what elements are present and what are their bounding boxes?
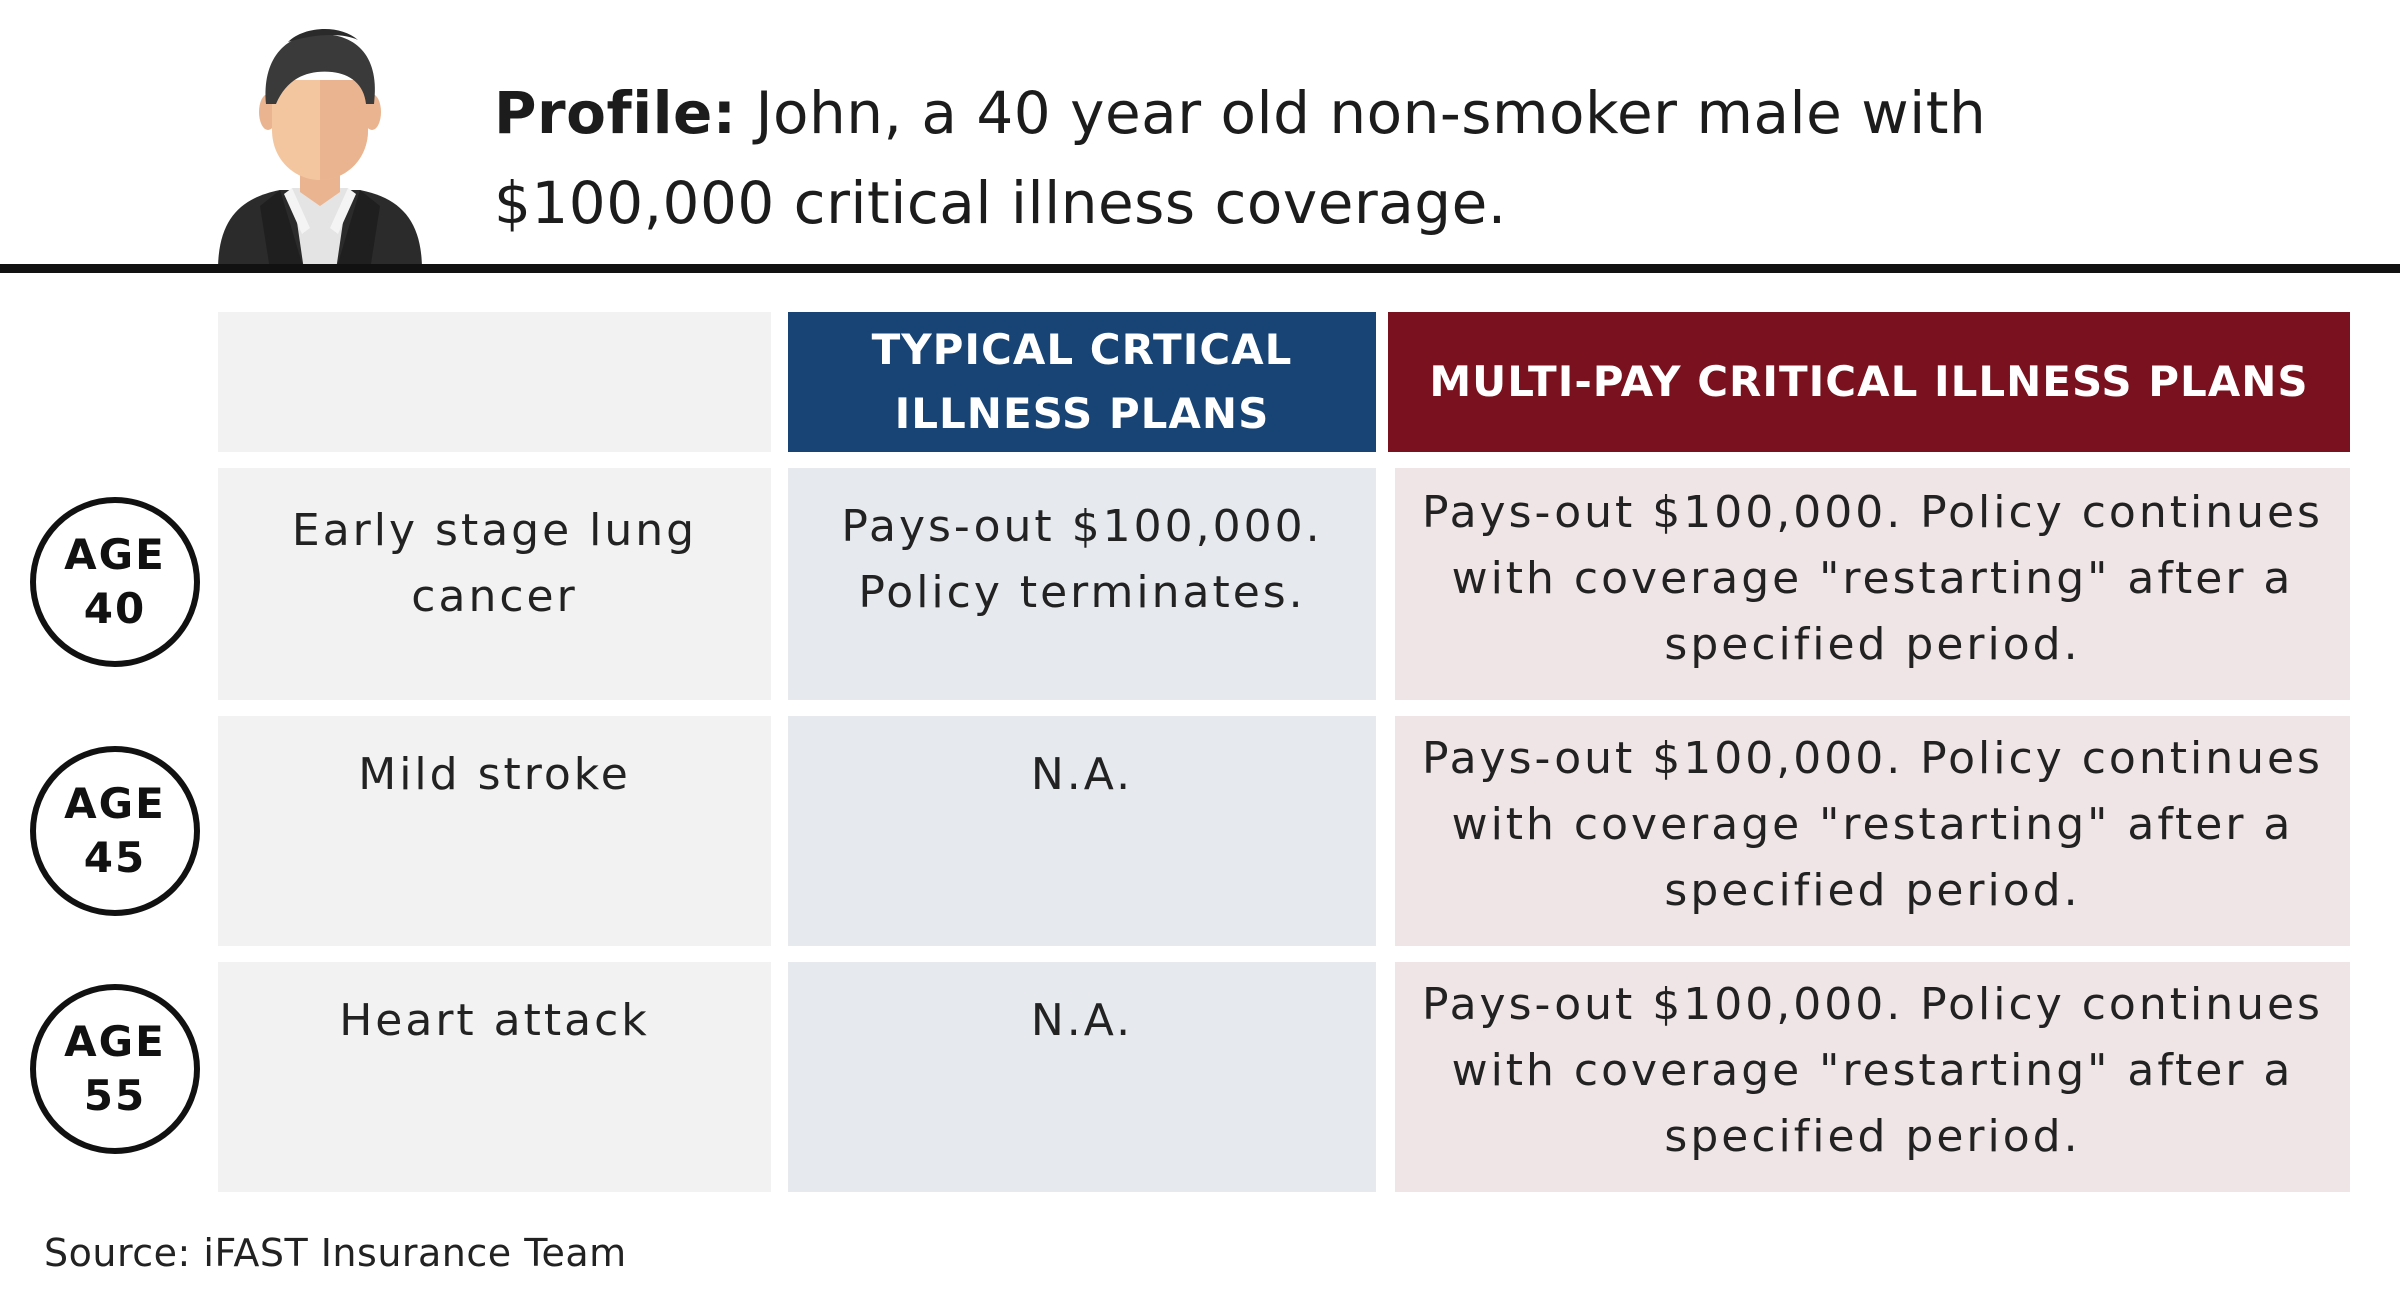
source-note: Source: iFAST Insurance Team	[44, 1231, 627, 1275]
condition-line: Mild stroke	[358, 749, 631, 800]
multi-line: Pays-out $100,000. Policy continues	[1422, 487, 2323, 538]
typical-line: Policy terminates.	[858, 567, 1306, 618]
condition-cell-row-1: Early stage lung cancer	[218, 468, 771, 700]
typical-line: N.A.	[1030, 995, 1134, 1046]
multi-line: with coverage "restarting" after a	[1451, 799, 2294, 850]
multi-cell-row-1: Pays-out $100,000. Policy continues with…	[1395, 468, 2350, 700]
profile-line-1-text: John, a 40 year old non-smoker male with	[755, 79, 1987, 147]
header-divider	[0, 264, 2400, 273]
multi-cell-row-2: Pays-out $100,000. Policy continues with…	[1395, 716, 2350, 946]
condition-cell-row-2: Mild stroke	[218, 716, 771, 946]
businessman-avatar-icon	[200, 20, 440, 270]
multi-line: specified period.	[1664, 1111, 2081, 1162]
typical-line: Pays-out $100,000.	[841, 501, 1323, 552]
age-badge-45: AGE 45	[30, 746, 200, 916]
age-badge-value: 55	[83, 1071, 147, 1120]
age-badge-40: AGE 40	[30, 497, 200, 667]
header-typical-line-2: ILLNESS PLANS	[894, 389, 1270, 438]
condition-line: cancer	[411, 571, 578, 622]
header-blank-cell	[218, 312, 771, 452]
header-multi-label: MULTI-PAY CRITICAL ILLNESS PLANS	[1429, 357, 2309, 406]
profile-description: Profile: John, a 40 year old non-smoker …	[494, 68, 2194, 248]
multi-line: Pays-out $100,000. Policy continues	[1422, 979, 2323, 1030]
age-badge-label: AGE	[64, 779, 166, 828]
typical-cell-row-2: N.A.	[788, 716, 1376, 946]
multi-line: specified period.	[1664, 619, 2081, 670]
condition-line: Early stage lung	[291, 505, 698, 556]
profile-label: Profile:	[494, 79, 737, 147]
age-badge-label: AGE	[64, 1017, 166, 1066]
profile-line-2: $100,000 critical illness coverage.	[494, 169, 1507, 237]
typical-cell-row-1: Pays-out $100,000. Policy terminates.	[788, 468, 1376, 700]
multi-line: with coverage "restarting" after a	[1451, 553, 2294, 604]
header-multi-pay-plans: MULTI-PAY CRITICAL ILLNESS PLANS	[1388, 312, 2350, 452]
profile-line-1: Profile: John, a 40 year old non-smoker …	[494, 68, 2194, 158]
condition-line: Heart attack	[339, 995, 650, 1046]
multi-line: with coverage "restarting" after a	[1451, 1045, 2294, 1096]
typical-cell-row-3: N.A.	[788, 962, 1376, 1192]
multi-line: Pays-out $100,000. Policy continues	[1422, 733, 2323, 784]
age-badge-label: AGE	[64, 530, 166, 579]
age-badge-55: AGE 55	[30, 984, 200, 1154]
condition-cell-row-3: Heart attack	[218, 962, 771, 1192]
multi-cell-row-3: Pays-out $100,000. Policy continues with…	[1395, 962, 2350, 1192]
typical-line: N.A.	[1030, 749, 1134, 800]
age-badge-value: 45	[83, 833, 147, 882]
age-badge-value: 40	[83, 584, 147, 633]
header-typical-line-1: TYPICAL CRTICAL	[871, 325, 1293, 374]
multi-line: specified period.	[1664, 865, 2081, 916]
header-typical-plans: TYPICAL CRTICAL ILLNESS PLANS	[788, 312, 1376, 452]
